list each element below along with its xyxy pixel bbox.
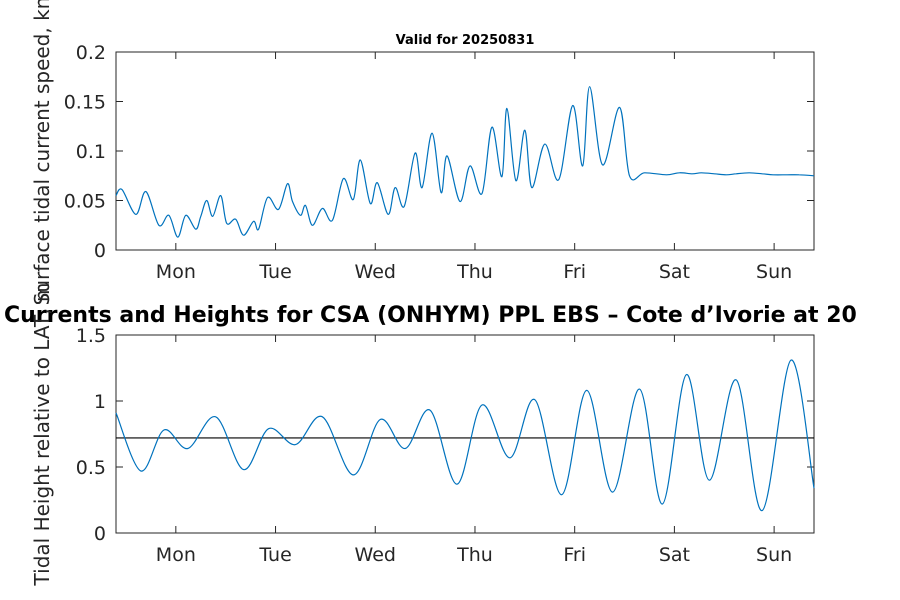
current-speed-x-tick-label: Fri — [563, 261, 586, 283]
currents-and-heights-title: Currents and Heights for CSA (ONHYM) PPL… — [4, 303, 857, 328]
tidal-height-axes: 0 0.5 1 1.5 Mon Tue Wed Thu Fri Sat Sun Currents … — [4, 283, 857, 587]
current-speed-x-tick-label: Sat — [659, 261, 690, 283]
current-speed-x-tick-label: Thu — [456, 261, 493, 283]
tidal-height-y-ticks: 0 0.5 1 1.5 — [76, 325, 814, 545]
current-speed-x-tick-label: Tue — [258, 261, 291, 283]
current-speed-series-line — [115, 86, 815, 238]
current-speed-y-axis-title: Surface tidal current speed, kn — [30, 0, 54, 305]
current-speed-y-tick-label: 0.2 — [76, 42, 106, 64]
tidal-height-y-tick-label: 0.5 — [76, 457, 106, 479]
tidal-height-plot-frame — [115, 334, 815, 534]
current-speed-x-tick-label: Sun — [756, 261, 792, 283]
tidal-height-x-tick-label: Sun — [756, 544, 792, 566]
current-speed-y-tick-label: 0.05 — [64, 191, 106, 213]
tidal-height-x-tick-label: Tue — [258, 544, 291, 566]
tidal-height-x-tick-label: Thu — [456, 544, 493, 566]
current-speed-y-tick-label: 0.15 — [64, 92, 106, 114]
current-speed-axes: 0 0.05 0.1 0.15 0.2 Mon Tue Wed Thu Fri Sat Sun Va… — [30, 0, 815, 305]
current-speed-x-ticks: Mon Tue Wed Thu Fri Sat Sun — [156, 52, 792, 283]
tidal-height-y-tick-label: 0 — [94, 523, 106, 545]
tidal-height-y-tick-label: 1 — [94, 391, 106, 413]
tidal-height-x-tick-label: Wed — [355, 544, 396, 566]
current-speed-y-ticks: 0 0.05 0.1 0.15 0.2 — [64, 42, 814, 262]
current-speed-x-tick-label: Mon — [156, 261, 196, 283]
tidal-height-x-tick-label: Mon — [156, 544, 196, 566]
tidal-height-x-tick-label: Sat — [659, 544, 690, 566]
current-speed-y-tick-label: 0.1 — [76, 141, 106, 163]
tidal-height-x-tick-label: Fri — [563, 544, 586, 566]
current-speed-x-tick-label: Wed — [355, 261, 396, 283]
tidal-height-y-axis-title: Tidal Height relative to LAT, m — [30, 283, 54, 587]
tidal-height-series-line — [115, 359, 815, 512]
tidal-height-y-tick-label: 1.5 — [76, 325, 106, 347]
tidal-height-x-ticks: Mon Tue Wed Thu Fri Sat Sun — [156, 335, 792, 566]
current-speed-plot-frame — [115, 51, 815, 251]
current-speed-y-tick-label: 0 — [94, 240, 106, 262]
current-speed-chart-title: Valid for 20250831 — [396, 33, 535, 48]
